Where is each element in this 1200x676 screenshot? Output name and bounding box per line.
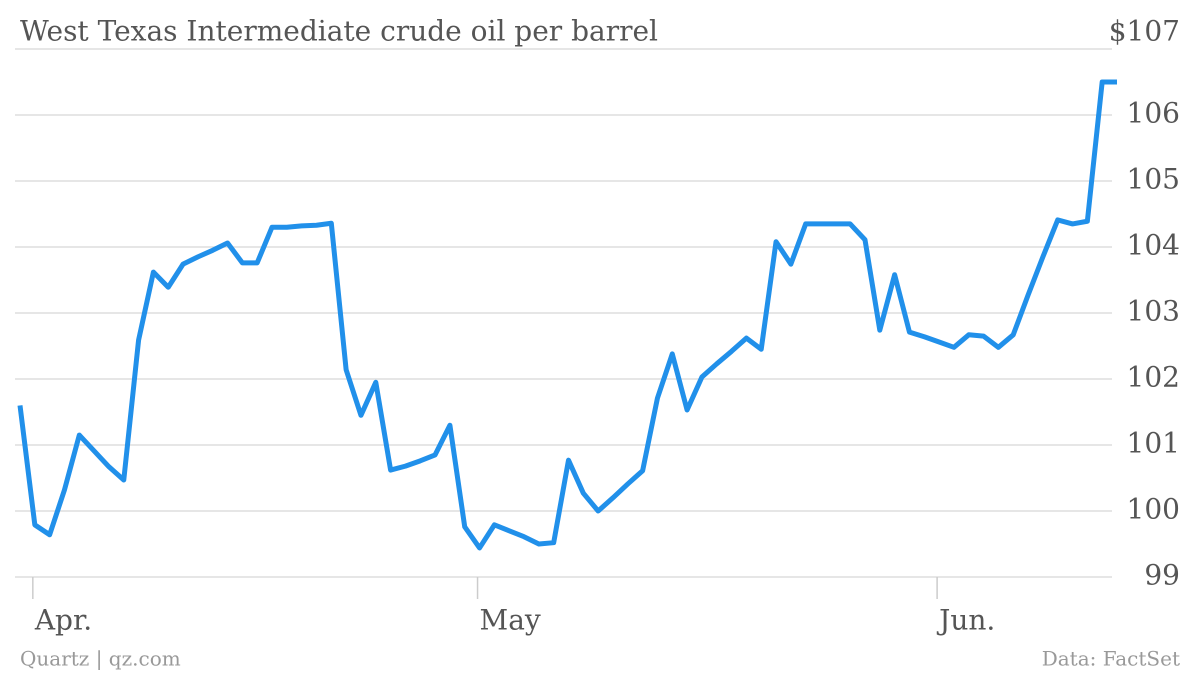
y-tick-label: 101	[1127, 427, 1180, 460]
x-tick-label: Apr.	[34, 604, 92, 637]
y-tick-label: 99	[1144, 559, 1180, 592]
chart-title: West Texas Intermediate crude oil per ba…	[20, 15, 658, 48]
y-tick-label: 100	[1127, 493, 1180, 526]
x-tick-label: May	[480, 604, 541, 637]
y-tick-label: $107	[1109, 15, 1180, 48]
credit: Quartz | qz.com	[20, 647, 181, 672]
data-line	[17, 79, 1117, 551]
y-tick-label: 102	[1127, 361, 1180, 394]
y-tick-label: 105	[1127, 163, 1180, 196]
y-tick-label: 103	[1127, 295, 1180, 328]
x-tick-label: Jun.	[936, 604, 995, 637]
y-tick-label: 104	[1127, 229, 1180, 262]
y-tick-label: 106	[1127, 97, 1180, 130]
source: Data: FactSet	[1042, 647, 1180, 671]
